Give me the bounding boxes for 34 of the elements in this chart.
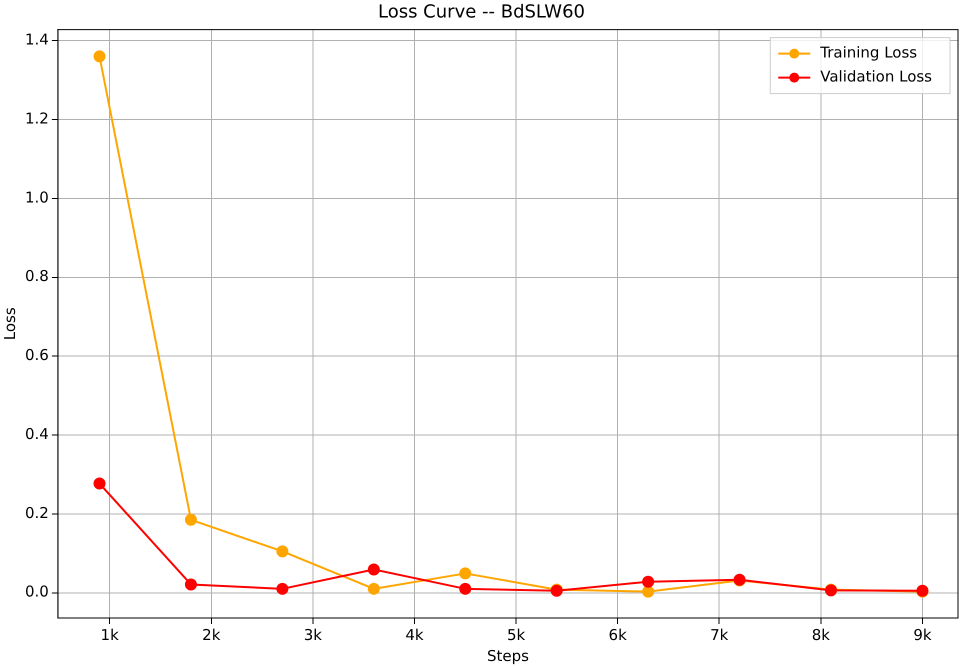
x-tick-label: 7k [710,626,729,644]
x-tick-label: 9k [913,626,932,644]
point [368,582,380,595]
chart-title: Loss Curve -- BdSLW60 [378,1,586,22]
y-tick-label: 0.4 [24,424,49,443]
point [642,576,654,588]
point [459,582,472,595]
y-tick-label: 1.4 [24,30,49,49]
x-tick-label: 3k [304,626,322,644]
y-tick-label: 1.2 [24,109,49,128]
y-axis-title: Loss [0,307,19,340]
x-axis-title: Steps [486,646,530,665]
y-tick-label: 0.0 [24,582,49,601]
point [642,586,654,598]
point [184,514,197,526]
y-tick-label: 0.8 [24,267,49,286]
point [94,50,106,62]
legend-label: Training Loss [819,43,918,62]
point [276,545,288,558]
point [184,578,197,590]
y-tick-label: 0.2 [24,504,49,522]
y-tick-label: 0.6 [24,346,49,364]
y-tick-label: 1.0 [24,188,49,206]
point [276,582,288,595]
point [459,567,472,580]
x-tick-label: 5k [506,626,526,644]
x-tick-label: 1k [100,626,120,644]
legend-label: Validation Loss [820,67,932,86]
x-tick-label: 2k [202,626,221,644]
point [94,478,106,490]
x-tick-label: 8k [812,626,830,644]
x-tick-label: 6k [608,626,628,644]
point [368,563,380,576]
x-tick-label: 4k [405,626,424,644]
